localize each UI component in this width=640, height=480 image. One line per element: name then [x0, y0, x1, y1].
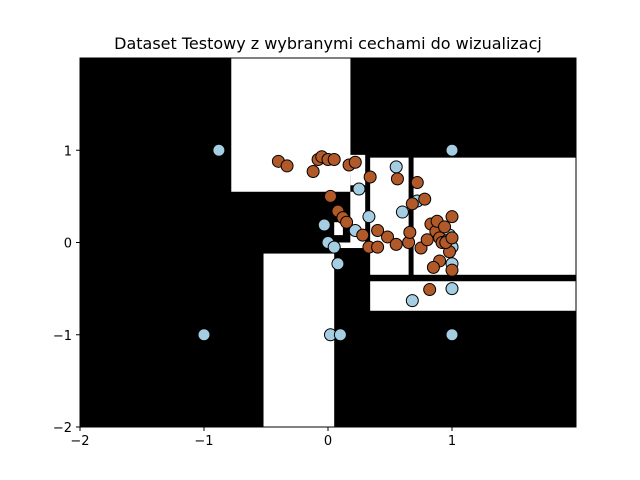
point-s1-2 [306, 164, 320, 178]
point-s0-0 [212, 143, 226, 157]
point-s1-8 [348, 155, 362, 169]
point-s0-10 [317, 218, 331, 232]
point-s0-8 [362, 210, 376, 224]
region-3 [334, 222, 343, 236]
point-s1-20 [371, 240, 385, 254]
point-s1-23 [389, 237, 403, 251]
point-s1-33 [438, 220, 452, 234]
point-s1-10 [390, 172, 404, 186]
point-s1-25 [403, 225, 417, 239]
point-s1-22 [381, 230, 395, 244]
point-s1-12 [418, 192, 432, 206]
point-s1-36 [445, 210, 459, 224]
point-s0-5 [445, 328, 459, 342]
point-s1-11 [410, 176, 424, 190]
point-s1-14 [323, 189, 337, 203]
point-s0-14 [331, 257, 345, 271]
point-s0-4 [333, 328, 347, 342]
region-8 [370, 281, 576, 311]
chart-title: Dataset Testowy z wybranymi cechami do w… [114, 34, 542, 53]
point-s0-16 [445, 282, 459, 296]
point-s1-18 [356, 228, 370, 242]
data-points [197, 143, 459, 342]
point-s1-17 [340, 215, 354, 229]
point-s1-21 [371, 224, 385, 238]
y-axis: −2 −1 0 1 [53, 144, 80, 436]
x-tick-label: −1 [194, 434, 213, 449]
y-tick-label: −1 [53, 329, 72, 344]
x-axis: −2 −1 0 1 [70, 427, 456, 449]
point-s0-9 [395, 205, 409, 219]
point-s0-7 [352, 182, 366, 196]
region-4 [334, 242, 366, 249]
point-s1-27 [420, 233, 434, 247]
region-0 [231, 58, 351, 192]
point-s1-39 [426, 260, 440, 274]
point-s1-40 [423, 283, 437, 297]
point-s1-42 [445, 231, 459, 245]
point-s1-37 [445, 263, 459, 277]
point-s0-1 [445, 143, 459, 157]
y-tick-label: 1 [64, 144, 72, 159]
x-tick-label: −2 [70, 434, 89, 449]
point-s1-6 [327, 152, 341, 166]
point-s0-13 [327, 240, 341, 254]
region-2 [334, 58, 351, 177]
y-tick-label: 0 [64, 237, 72, 252]
point-s1-9 [363, 170, 377, 184]
point-s0-15 [405, 294, 419, 308]
point-s1-1 [280, 159, 294, 173]
x-tick-label: 1 [448, 434, 456, 449]
x-tick-label: 0 [324, 434, 332, 449]
point-s1-13 [405, 197, 419, 211]
region-1 [263, 253, 335, 427]
y-tick-label: −2 [53, 421, 72, 436]
point-s0-2 [197, 328, 211, 342]
point-s0-6 [389, 160, 403, 174]
